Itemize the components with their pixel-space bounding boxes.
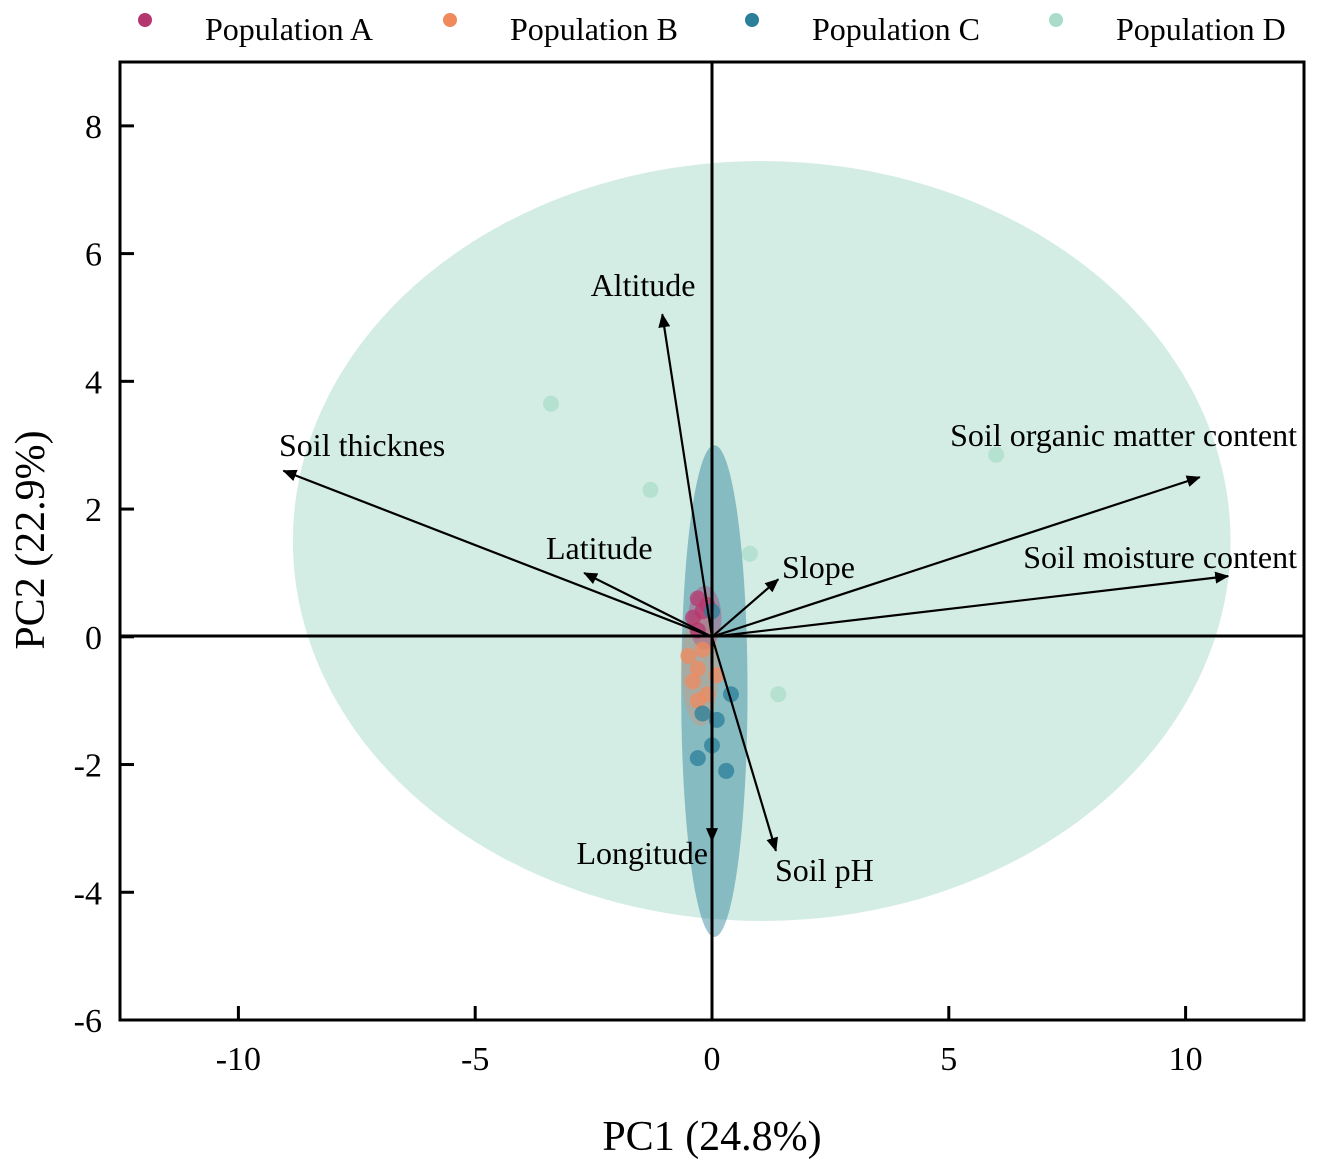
- loading-label-latitude: Latitude: [546, 530, 653, 566]
- legend-label-population-b: Population B: [510, 11, 678, 47]
- y-tick-label: 8: [85, 109, 102, 146]
- loading-label-soil-moisture-content: Soil moisture content: [1023, 539, 1297, 575]
- legend-marker-population-b: [443, 13, 457, 27]
- loading-label-soil-organic-matter-content: Soil organic matter content: [950, 417, 1297, 453]
- point-population-d: [988, 446, 1005, 463]
- y-tick-label: 4: [85, 364, 102, 401]
- point-population-b: [680, 647, 697, 664]
- x-axis-title: PC1 (24.8%): [602, 1114, 821, 1160]
- point-population-c: [689, 750, 706, 767]
- y-tick-label: -6: [74, 1003, 102, 1040]
- loading-arrow-latitude: [583, 571, 713, 638]
- loading-arrow-altitude: [658, 313, 714, 637]
- x-tick-label: 0: [704, 1041, 721, 1078]
- point-population-d: [741, 545, 758, 562]
- x-tick-label: 10: [1169, 1041, 1203, 1078]
- ellipse-population-d: [292, 160, 1231, 922]
- loading-arrow-soil-thicknes: [282, 469, 713, 638]
- loading-arrow-soil-moisture-content: [711, 571, 1230, 638]
- y-tick-label: 2: [85, 492, 102, 529]
- legend-marker-population-a: [138, 13, 152, 27]
- loading-label-longitude: Longitude: [576, 835, 708, 871]
- point-population-c: [694, 705, 711, 722]
- loading-arrow-soil-ph: [710, 636, 778, 852]
- loading-label-soil-thicknes: Soil thicknes: [279, 427, 445, 463]
- loading-arrow-slope: [711, 578, 780, 638]
- point-population-d: [770, 686, 787, 703]
- loading-arrow-soil-organic-matter-content: [711, 475, 1201, 638]
- point-population-d: [642, 481, 659, 498]
- y-tick-label: 6: [85, 237, 102, 274]
- x-axis-ticks: -10 -5 0 5 10: [216, 1006, 1203, 1078]
- legend-label-population-d: Population D: [1116, 11, 1286, 47]
- x-tick-label: -10: [216, 1041, 261, 1078]
- legend: Population A Population B Population C Popu…: [138, 11, 1286, 47]
- point-population-d: [542, 395, 559, 412]
- point-population-b: [689, 692, 706, 709]
- loading-label-soil-ph: Soil pH: [775, 852, 874, 888]
- loading-label-altitude: Altitude: [591, 267, 696, 303]
- legend-marker-population-c: [745, 13, 759, 27]
- legend-label-population-c: Population C: [812, 11, 980, 47]
- y-tick-label: 0: [85, 620, 102, 657]
- point-population-b: [689, 660, 706, 677]
- y-axis-ticks: 8 6 4 2 0 -2 -4 -6: [74, 109, 134, 1040]
- y-tick-label: -2: [74, 748, 102, 785]
- y-axis-title: PC2 (22.9%): [8, 430, 54, 649]
- legend-marker-population-d: [1049, 13, 1063, 27]
- point-population-a: [685, 609, 702, 626]
- loading-vectors: Altitude Soil thicknes Latitude Slope Soil o…: [279, 267, 1297, 888]
- point-population-b: [694, 641, 711, 658]
- y-tick-label: -4: [74, 875, 102, 912]
- x-tick-label: -5: [461, 1041, 489, 1078]
- point-population-c: [718, 762, 735, 779]
- point-population-b: [685, 673, 702, 690]
- loading-label-slope: Slope: [782, 549, 855, 585]
- legend-label-population-a: Population A: [205, 11, 373, 47]
- x-tick-label: 5: [940, 1041, 957, 1078]
